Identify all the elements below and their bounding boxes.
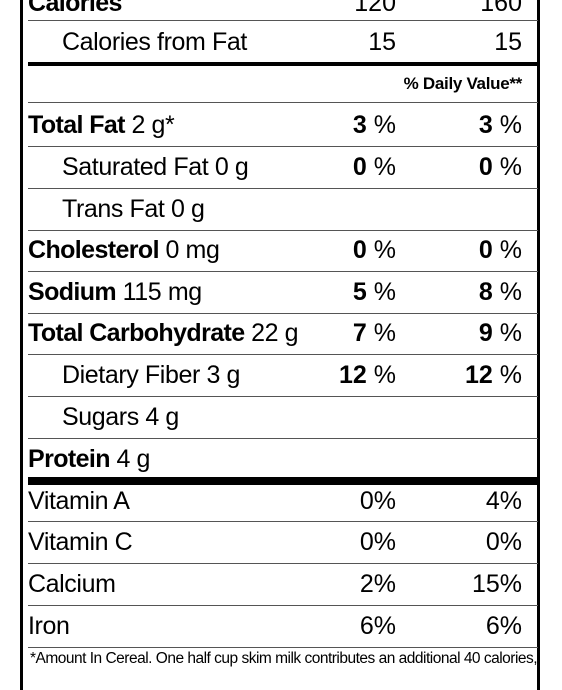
calories-from-fat-with-milk: 15: [494, 28, 522, 56]
vitamin-name: Iron: [28, 612, 70, 640]
vitamin-cereal: 0%: [359, 528, 396, 556]
percent-sign: %: [373, 236, 396, 264]
nutrient-row-cholesterol: Cholesterol 0 mg 0 % 0 %: [28, 229, 538, 271]
percent-sign: %: [499, 111, 522, 139]
divider: [28, 647, 538, 648]
vitamin-row-c: Vitamin C 0% 0%: [28, 521, 538, 563]
nutrient-row-total-fat: Total Fat 2 g* 3 % 3 %: [28, 104, 538, 146]
vitamin-row-a: Vitamin A 0% 4%: [28, 480, 538, 522]
vitamin-name: Vitamin A: [28, 487, 130, 515]
daily-value-header: % Daily Value**: [403, 74, 523, 93]
divider: [28, 313, 538, 314]
nutrient-amount: 115 mg: [122, 278, 203, 306]
percent-sign: %: [373, 111, 396, 139]
dv-cereal: 0: [352, 153, 367, 181]
vitamin-row-iron: Iron 6% 6%: [28, 605, 538, 647]
divider: [28, 20, 538, 21]
percent-sign: %: [499, 278, 522, 306]
dv-cereal: 0: [352, 236, 367, 264]
percent-sign: %: [373, 153, 396, 181]
dv-with-milk: 3: [478, 111, 493, 139]
nutrient-row-trans-fat: Trans Fat 0 g: [28, 188, 538, 230]
nutrient-name: Total Fat: [28, 111, 126, 139]
vitamin-cereal: 6%: [359, 612, 396, 640]
nutrient-name: Trans Fat: [62, 195, 165, 223]
percent-sign: %: [499, 361, 522, 389]
nutrient-row-dietary-fiber: Dietary Fiber 3 g 12 % 12 %: [28, 354, 538, 396]
thick-divider: [28, 477, 538, 485]
nutrient-name: Sugars: [62, 403, 139, 431]
divider: [28, 521, 538, 522]
nutrient-amount: 22 g: [251, 319, 299, 347]
divider: [28, 438, 538, 439]
dv-cereal: 12: [339, 361, 367, 389]
calories-from-fat-cereal: 15: [368, 28, 396, 56]
vitamin-with-milk: 15%: [471, 570, 522, 598]
dv-with-milk: 9: [478, 319, 493, 347]
nutrient-name: Cholesterol: [28, 236, 160, 264]
percent-sign: %: [499, 319, 522, 347]
divider: [28, 605, 538, 606]
nutrient-name: Protein: [28, 445, 111, 473]
vitamin-cereal: 0%: [359, 487, 396, 515]
divider: [28, 396, 538, 397]
nutrient-amount: 3 g: [206, 361, 241, 389]
dv-with-milk: 12: [465, 361, 493, 389]
nutrient-row-saturated-fat: Saturated Fat 0 g 0 % 0 %: [28, 146, 538, 188]
nutrient-row-sodium: Sodium 115 mg 5 % 8 %: [28, 271, 538, 313]
calories-row: Calories 120 160: [28, 0, 538, 24]
vitamin-row-calcium: Calcium 2% 15%: [28, 563, 538, 605]
divider: [28, 102, 538, 103]
dv-with-milk: 0: [478, 236, 493, 264]
percent-sign: %: [373, 361, 396, 389]
divider: [28, 354, 538, 355]
vitamin-name: Vitamin C: [28, 528, 133, 556]
vitamin-with-milk: 6%: [485, 612, 522, 640]
nutrition-label-frame: [20, 0, 540, 690]
percent-sign: %: [373, 319, 396, 347]
dv-cereal: 7: [352, 319, 367, 347]
nutrient-row-total-carbohydrate: Total Carbohydrate 22 g 7 % 9 %: [28, 312, 538, 354]
calories-from-fat-label: Calories from Fat: [62, 28, 247, 56]
nutrient-row-protein: Protein 4 g: [28, 438, 538, 480]
calories-cereal: 120: [354, 0, 396, 17]
vitamin-with-milk: 0%: [485, 528, 522, 556]
nutrient-amount: 2 g*: [131, 111, 175, 139]
divider: [28, 271, 538, 272]
divider: [28, 563, 538, 564]
nutrient-amount: 4 g: [116, 445, 151, 473]
nutrient-name: Total Carbohydrate: [28, 319, 245, 347]
footnote: *Amount In Cereal. One half cup skim mil…: [30, 650, 538, 667]
nutrient-name: Saturated Fat: [62, 153, 209, 181]
divider: [28, 146, 538, 147]
dv-cereal: 3: [352, 111, 367, 139]
dv-cereal: 5: [352, 278, 367, 306]
percent-sign: %: [373, 278, 396, 306]
vitamin-name: Calcium: [28, 570, 116, 598]
divider: [28, 188, 538, 189]
nutrient-amount: 0 g: [171, 195, 205, 223]
calories-label: Calories: [28, 0, 122, 17]
calories-with-milk: 160: [480, 0, 522, 17]
percent-sign: %: [499, 153, 522, 181]
percent-sign: %: [499, 236, 522, 264]
vitamin-with-milk: 4%: [485, 487, 522, 515]
nutrient-name: Dietary Fiber: [62, 361, 200, 389]
nutrient-row-sugars: Sugars 4 g: [28, 396, 538, 438]
nutrient-amount: 0 mg: [165, 236, 220, 264]
nutrient-name: Sodium: [28, 278, 117, 306]
thick-divider: [28, 62, 538, 66]
vitamin-cereal: 2%: [359, 570, 396, 598]
nutrient-amount: 0 g: [214, 153, 249, 181]
calories-from-fat-row: Calories from Fat 15 15: [28, 21, 538, 63]
divider: [28, 230, 538, 231]
dv-with-milk: 0: [478, 153, 493, 181]
nutrient-amount: 4 g: [145, 403, 179, 431]
dv-with-milk: 8: [478, 278, 493, 306]
